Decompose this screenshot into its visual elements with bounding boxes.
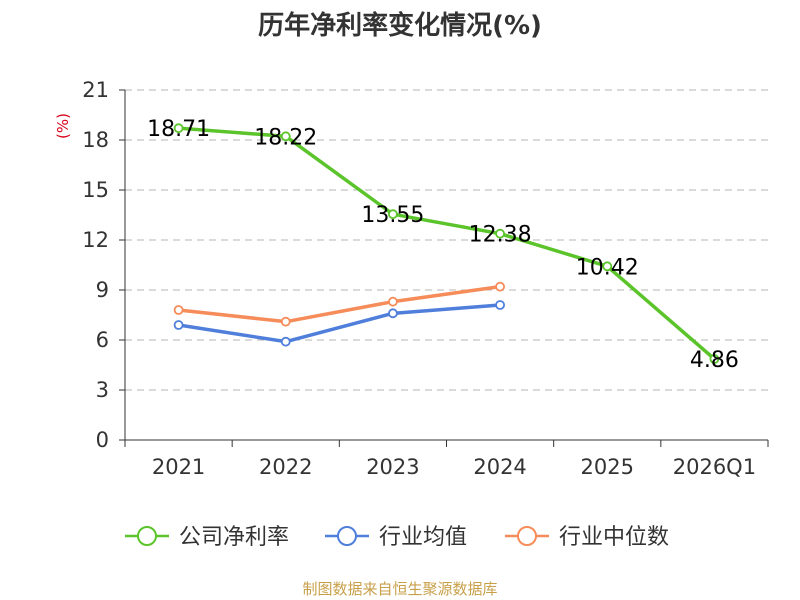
legend-label: 公司净利率 (179, 525, 289, 550)
chart-title: 历年净利率变化情况(%) (258, 10, 542, 41)
data-point (495, 300, 505, 310)
y-tick-label: 9 (96, 278, 109, 302)
x-tick-label: 2024 (473, 455, 526, 479)
data-point (388, 296, 398, 307)
y-axis-label: (%) (54, 113, 72, 139)
y-tick-label: 18 (82, 128, 109, 152)
legend-item-1[interactable]: 行业均值 (325, 525, 467, 550)
legend-marker-icon (517, 526, 537, 546)
x-tick-label: 2025 (581, 455, 634, 479)
data-point (709, 354, 720, 364)
legend-item-2[interactable]: 行业中位数 (505, 525, 669, 550)
data-label: 13.55 (361, 203, 424, 228)
data-point (495, 228, 505, 239)
y-tick-label: 15 (82, 178, 109, 202)
x-tick-label: 2021 (152, 455, 205, 479)
data-label: 10.42 (576, 255, 639, 280)
series-line-0 (178, 126, 716, 361)
series-line-2 (178, 284, 501, 324)
data-point (388, 209, 398, 220)
legend-label: 行业中位数 (559, 525, 669, 550)
y-tick-label: 21 (82, 78, 109, 102)
data-point (280, 316, 291, 327)
legend-item-0[interactable]: 公司净利率 (125, 525, 289, 550)
data-point (602, 261, 613, 272)
data-point (280, 336, 291, 347)
data-label: 18.22 (254, 125, 317, 150)
data-point (173, 305, 184, 315)
legend-marker-icon (337, 526, 357, 546)
y-tick-label: 12 (82, 228, 109, 252)
legend-label: 行业均值 (379, 525, 467, 550)
x-tick-label: 2022 (259, 455, 312, 479)
data-point (495, 281, 505, 292)
y-tick-label: 0 (96, 428, 109, 452)
data-label: 12.38 (469, 223, 532, 248)
data-point (173, 123, 184, 134)
x-tick-label: 2026Q1 (673, 455, 756, 479)
data-point (173, 320, 184, 330)
source-note: 制图数据来自恒生聚源数据库 (302, 580, 497, 598)
y-tick-label: 6 (96, 328, 109, 352)
series-line-1 (178, 303, 501, 344)
data-point (388, 308, 398, 319)
data-point (280, 131, 291, 142)
data-label: 4.86 (690, 348, 739, 373)
y-tick-label: 3 (96, 378, 109, 402)
x-tick-label: 2023 (366, 455, 419, 479)
data-label: 18.71 (147, 117, 210, 142)
legend-marker-icon (137, 526, 157, 546)
